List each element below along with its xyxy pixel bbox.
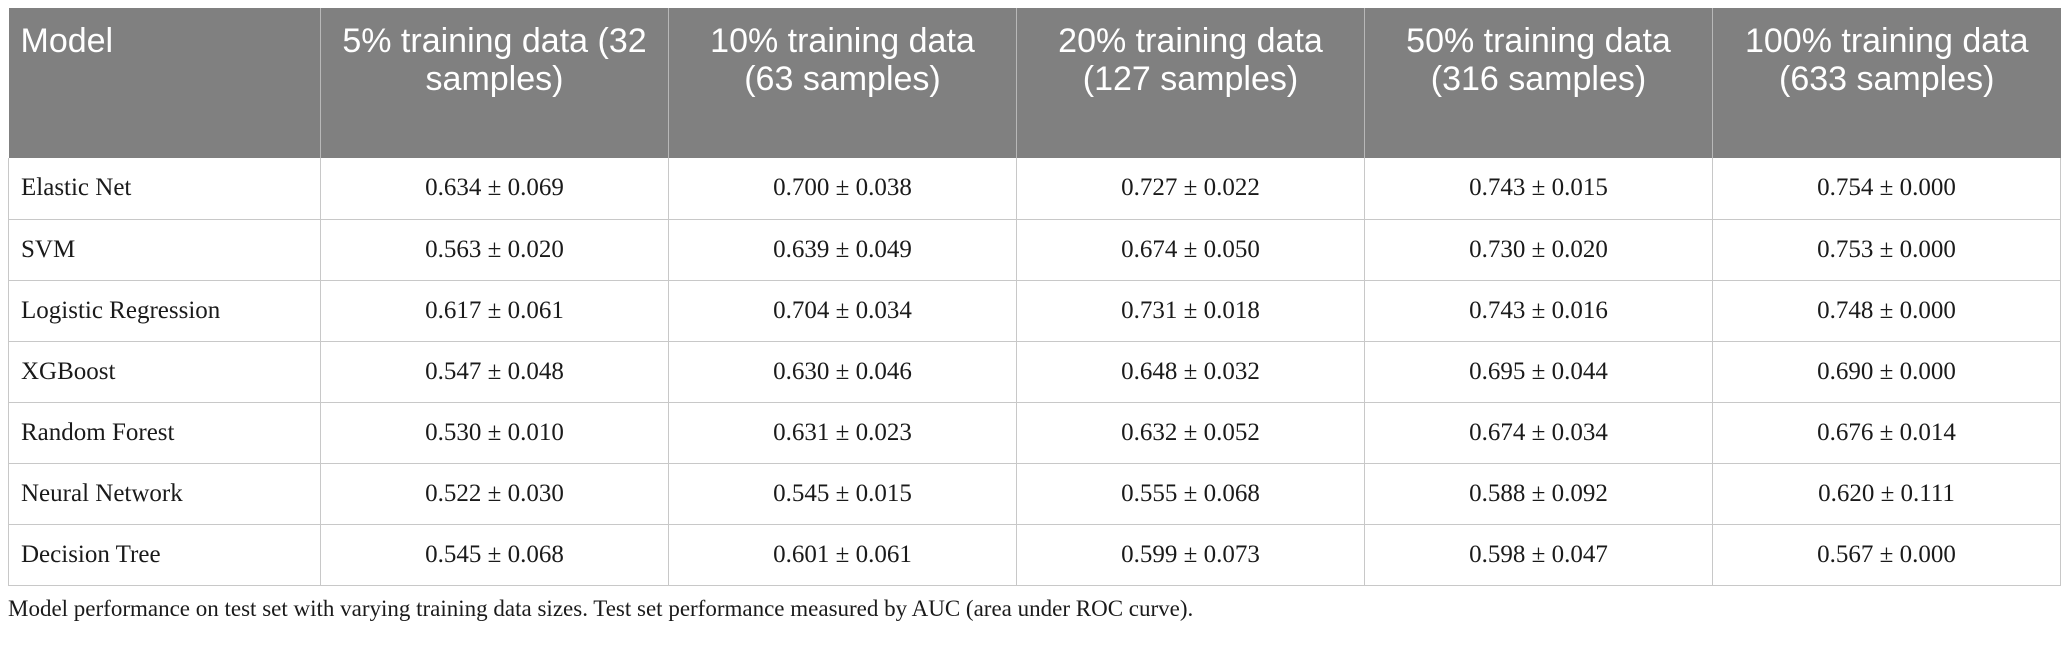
value-cell: 0.674 ± 0.050: [1016, 219, 1365, 281]
value-cell: 0.700 ± 0.038: [668, 158, 1017, 220]
model-name-cell: Neural Network: [8, 463, 321, 525]
value-cell: 0.748 ± 0.000: [1712, 280, 2061, 342]
value-cell: 0.704 ± 0.034: [668, 280, 1017, 342]
model-name-cell: SVM: [8, 219, 321, 281]
value-cell: 0.695 ± 0.044: [1364, 341, 1713, 403]
value-cell: 0.545 ± 0.015: [668, 463, 1017, 525]
table-header: Model 5% training data (32 samples) 10% …: [8, 8, 2061, 158]
table-body: Elastic Net 0.634 ± 0.069 0.700 ± 0.038 …: [8, 158, 2061, 586]
header-cell-50pct: 50% training data (316 samples): [1364, 8, 1713, 158]
value-cell: 0.753 ± 0.000: [1712, 219, 2061, 281]
table-row: Random Forest 0.530 ± 0.010 0.631 ± 0.02…: [8, 402, 2061, 464]
value-cell: 0.530 ± 0.010: [320, 402, 669, 464]
value-cell: 0.754 ± 0.000: [1712, 158, 2061, 220]
header-cell-20pct: 20% training data (127 samples): [1016, 8, 1365, 158]
value-cell: 0.567 ± 0.000: [1712, 524, 2061, 586]
value-cell: 0.743 ± 0.016: [1364, 280, 1713, 342]
model-name-cell: Random Forest: [8, 402, 321, 464]
value-cell: 0.555 ± 0.068: [1016, 463, 1365, 525]
header-cell-model: Model: [8, 8, 321, 158]
value-cell: 0.563 ± 0.020: [320, 219, 669, 281]
value-cell: 0.617 ± 0.061: [320, 280, 669, 342]
header-cell-100pct: 100% training data (633 samples): [1712, 8, 2061, 158]
value-cell: 0.547 ± 0.048: [320, 341, 669, 403]
model-name-cell: Elastic Net: [8, 158, 321, 220]
value-cell: 0.743 ± 0.015: [1364, 158, 1713, 220]
value-cell: 0.648 ± 0.032: [1016, 341, 1365, 403]
model-name-cell: Logistic Regression: [8, 280, 321, 342]
model-name-cell: Decision Tree: [8, 524, 321, 586]
table-row: XGBoost 0.547 ± 0.048 0.630 ± 0.046 0.64…: [8, 341, 2061, 403]
value-cell: 0.727 ± 0.022: [1016, 158, 1365, 220]
table-row: Neural Network 0.522 ± 0.030 0.545 ± 0.0…: [8, 463, 2061, 525]
value-cell: 0.631 ± 0.023: [668, 402, 1017, 464]
table-row: SVM 0.563 ± 0.020 0.639 ± 0.049 0.674 ± …: [8, 219, 2061, 281]
value-cell: 0.731 ± 0.018: [1016, 280, 1365, 342]
table-row: Decision Tree 0.545 ± 0.068 0.601 ± 0.06…: [8, 524, 2061, 586]
value-cell: 0.690 ± 0.000: [1712, 341, 2061, 403]
table-row: Logistic Regression 0.617 ± 0.061 0.704 …: [8, 280, 2061, 342]
value-cell: 0.620 ± 0.111: [1712, 463, 2061, 525]
table-row: Elastic Net 0.634 ± 0.069 0.700 ± 0.038 …: [8, 158, 2061, 220]
value-cell: 0.601 ± 0.061: [668, 524, 1017, 586]
value-cell: 0.730 ± 0.020: [1364, 219, 1713, 281]
header-cell-5pct: 5% training data (32 samples): [320, 8, 669, 158]
value-cell: 0.674 ± 0.034: [1364, 402, 1713, 464]
value-cell: 0.639 ± 0.049: [668, 219, 1017, 281]
value-cell: 0.599 ± 0.073: [1016, 524, 1365, 586]
value-cell: 0.634 ± 0.069: [320, 158, 669, 220]
model-name-cell: XGBoost: [8, 341, 321, 403]
value-cell: 0.545 ± 0.068: [320, 524, 669, 586]
value-cell: 0.588 ± 0.092: [1364, 463, 1713, 525]
value-cell: 0.676 ± 0.014: [1712, 402, 2061, 464]
results-table: Model 5% training data (32 samples) 10% …: [8, 8, 2061, 586]
value-cell: 0.630 ± 0.046: [668, 341, 1017, 403]
header-cell-10pct: 10% training data (63 samples): [668, 8, 1017, 158]
results-table-container: Model 5% training data (32 samples) 10% …: [8, 8, 2061, 586]
table-caption: Model performance on test set with varyi…: [8, 596, 1194, 621]
value-cell: 0.598 ± 0.047: [1364, 524, 1713, 586]
value-cell: 0.632 ± 0.052: [1016, 402, 1365, 464]
value-cell: 0.522 ± 0.030: [320, 463, 669, 525]
header-row: Model 5% training data (32 samples) 10% …: [8, 8, 2061, 158]
